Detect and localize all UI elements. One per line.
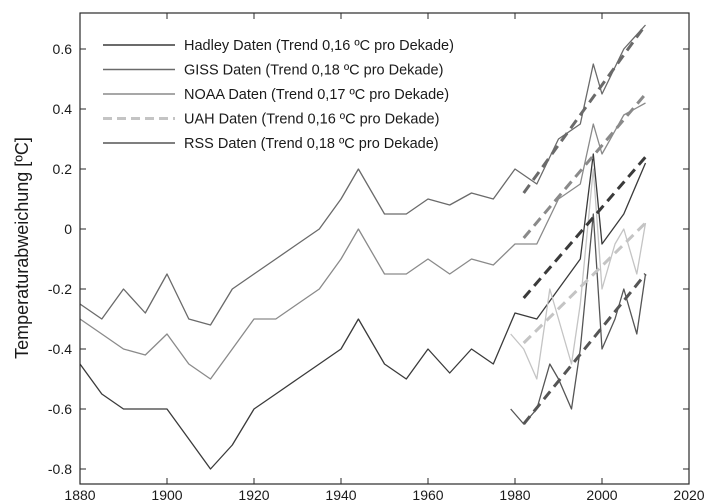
legend-item: NOAA Daten (Trend 0,17 ºC pro Dekade) [103,87,449,103]
legend-item: UAH Daten (Trend 0,16 ºC pro Dekade) [103,112,439,128]
trend-layer [522,24,647,425]
y-tick-label: 0.2 [53,161,73,177]
y-axis-ticks: -0.8 -0.6 -0.4 -0.2 0 0.2 0.4 0.6 [48,41,689,477]
series-line-1 [79,153,647,470]
legend-label: NOAA Daten (Trend 0,17 ºC pro Dekade) [184,87,449,103]
plot-frame [79,12,690,485]
trend-line-5 [522,273,647,425]
legend-label: Hadley Daten (Trend 0,16 ºC pro Dekade) [184,38,454,54]
plot-background [80,13,689,484]
x-tick-label: 1940 [325,487,356,503]
legend-label: GISS Daten (Trend 0,18 ºC pro Dekade) [184,63,443,79]
x-tick-label: 1900 [151,487,182,503]
legend-item: GISS Daten (Trend 0,18 ºC pro Dekade) [103,63,443,79]
y-tick-label: 0 [64,221,72,237]
trend-line-2 [522,24,647,194]
legend-label: UAH Daten (Trend 0,16 ºC pro Dekade) [184,112,439,128]
y-tick-label: -0.8 [48,461,72,477]
x-tick-label: 1880 [64,487,95,503]
y-tick-label: 0.4 [53,101,73,117]
legend-label: RSS Daten (Trend 0,18 ºC pro Dekade) [184,136,439,152]
legend: Hadley Daten (Trend 0,16 ºC pro Dekade) G… [103,38,454,152]
x-tick-label: 1960 [412,487,443,503]
x-tick-label: 2000 [586,487,617,503]
x-axis-ticks: 1880 1900 1920 1940 1960 1980 2000 2020 [64,13,705,503]
y-tick-label: -0.6 [48,401,72,417]
series-line-4 [510,168,647,380]
series-line-3 [79,102,646,380]
y-tick-label: -0.4 [48,341,72,357]
y-tick-label: -0.2 [48,281,72,297]
x-tick-label: 2020 [673,487,704,503]
y-tick-label: 0.6 [53,41,73,57]
legend-item: Hadley Daten (Trend 0,16 ºC pro Dekade) [103,38,454,54]
x-tick-label: 1980 [499,487,530,503]
y-axis-title: Temperaturabweichung [ºC] [12,137,32,359]
legend-item: RSS Daten (Trend 0,18 ºC pro Dekade) [103,136,439,152]
series-line-2 [79,24,646,326]
trend-line-4 [522,221,647,345]
x-tick-label: 1920 [238,487,269,503]
